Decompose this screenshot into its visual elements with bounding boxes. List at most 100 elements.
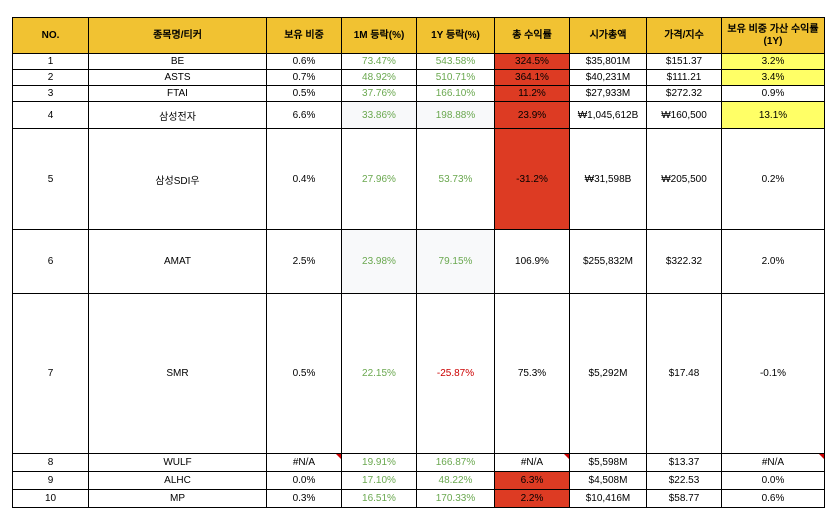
cell-weight[interactable]: 2.5% (266, 229, 342, 294)
cell-price[interactable]: $22.53 (646, 471, 722, 490)
cell-name[interactable]: ASTS (88, 69, 267, 86)
cell-weight[interactable]: 0.0% (266, 471, 342, 490)
cell-total-return[interactable]: -31.2% (494, 128, 570, 230)
cell-name[interactable]: BE (88, 53, 267, 70)
cell-name[interactable]: 삼성SDI우 (88, 128, 267, 230)
cell-1y-change[interactable]: 79.15% (416, 229, 495, 294)
cell-market-cap[interactable]: $27,933M (569, 85, 647, 102)
cell-weight[interactable]: 0.5% (266, 293, 342, 454)
cell-1y-change[interactable]: 198.88% (416, 101, 495, 129)
cell-name[interactable]: FTAI (88, 85, 267, 102)
header-1m-change[interactable]: 1M 등락(%) (341, 17, 417, 54)
cell-weighted-return[interactable]: 2.0% (721, 229, 825, 294)
header-price[interactable]: 가격/지수 (646, 17, 722, 54)
header-total-return[interactable]: 총 수익률 (494, 17, 570, 54)
header-market-cap[interactable]: 시가총액 (569, 17, 647, 54)
cell-1y-change[interactable]: 53.73% (416, 128, 495, 230)
cell-price[interactable]: $272.32 (646, 85, 722, 102)
cell-1y-change[interactable]: 510.71% (416, 69, 495, 86)
cell-no[interactable]: 8 (12, 453, 89, 472)
cell-no[interactable]: 10 (12, 489, 89, 508)
cell-total-return[interactable]: 2.2% (494, 489, 570, 508)
cell-weight[interactable]: 0.4% (266, 128, 342, 230)
cell-price[interactable]: $13.37 (646, 453, 722, 472)
cell-price[interactable]: $17.48 (646, 293, 722, 454)
cell-name[interactable]: ALHC (88, 471, 267, 490)
cell-price[interactable]: $111.21 (646, 69, 722, 86)
cell-market-cap[interactable]: $5,292M (569, 293, 647, 454)
cell-weight[interactable]: 0.7% (266, 69, 342, 86)
cell-price[interactable]: ₩205,500 (646, 128, 722, 230)
header-no[interactable]: NO. (12, 17, 89, 54)
cell-total-return[interactable]: 11.2% (494, 85, 570, 102)
cell-1m-change[interactable]: 48.92% (341, 69, 417, 86)
cell-weighted-return[interactable]: 0.0% (721, 471, 825, 490)
cell-market-cap[interactable]: $35,801M (569, 53, 647, 70)
cell-1y-change[interactable]: 166.10% (416, 85, 495, 102)
cell-weight[interactable]: 0.5% (266, 85, 342, 102)
cell-weighted-return[interactable]: 0.9% (721, 85, 825, 102)
cell-1m-change[interactable]: 73.47% (341, 53, 417, 70)
cell-weighted-return[interactable]: 0.2% (721, 128, 825, 230)
cell-total-return[interactable]: 364.1% (494, 69, 570, 86)
header-weighted-return[interactable]: 보유 비중 가산 수익률 (1Y) (721, 17, 825, 54)
cell-1m-change[interactable]: 23.98% (341, 229, 417, 294)
cell-no[interactable]: 4 (12, 101, 89, 129)
cell-weighted-return[interactable]: 3.4% (721, 69, 825, 86)
cell-weighted-return[interactable]: 3.2% (721, 53, 825, 70)
cell-1y-change[interactable]: -25.87% (416, 293, 495, 454)
cell-1y-change[interactable]: 170.33% (416, 489, 495, 508)
cell-name[interactable]: SMR (88, 293, 267, 454)
cell-weighted-return[interactable]: -0.1% (721, 293, 825, 454)
cell-no[interactable]: 9 (12, 471, 89, 490)
cell-weighted-return[interactable]: 0.6% (721, 489, 825, 508)
cell-total-return[interactable]: #N/A (494, 453, 570, 472)
cell-1m-change[interactable]: 16.51% (341, 489, 417, 508)
cell-name[interactable]: MP (88, 489, 267, 508)
cell-market-cap[interactable]: ₩31,598B (569, 128, 647, 230)
cell-total-return[interactable]: 75.3% (494, 293, 570, 454)
cell-weight[interactable]: 0.3% (266, 489, 342, 508)
cell-1m-change[interactable]: 33.86% (341, 101, 417, 129)
cell-no[interactable]: 5 (12, 128, 89, 230)
cell-market-cap[interactable]: $10,416M (569, 489, 647, 508)
cell-no[interactable]: 1 (12, 53, 89, 70)
cell-1y-change[interactable]: 543.58% (416, 53, 495, 70)
cell-weight[interactable]: 6.6% (266, 101, 342, 129)
cell-weight[interactable]: #N/A (266, 453, 342, 472)
cell-name[interactable]: 삼성전자 (88, 101, 267, 129)
cell-total-return[interactable]: 324.5% (494, 53, 570, 70)
header-1y-change[interactable]: 1Y 등락(%) (416, 17, 495, 54)
cell-1m-change[interactable]: 19.91% (341, 453, 417, 472)
cell-name[interactable]: WULF (88, 453, 267, 472)
cell-1m-change[interactable]: 22.15% (341, 293, 417, 454)
cell-no[interactable]: 6 (12, 229, 89, 294)
cell-1m-change[interactable]: 17.10% (341, 471, 417, 490)
cell-no[interactable]: 2 (12, 69, 89, 86)
cell-market-cap[interactable]: $5,598M (569, 453, 647, 472)
table-row: 10 MP 0.3% 16.51% 170.33% 2.2% $10,416M … (12, 489, 825, 508)
cell-total-return[interactable]: 6.3% (494, 471, 570, 490)
cell-market-cap[interactable]: $40,231M (569, 69, 647, 86)
cell-weighted-return[interactable]: #N/A (721, 453, 825, 472)
cell-1m-change[interactable]: 37.76% (341, 85, 417, 102)
cell-market-cap[interactable]: $4,508M (569, 471, 647, 490)
cell-price[interactable]: ₩160,500 (646, 101, 722, 129)
cell-1y-change[interactable]: 166.87% (416, 453, 495, 472)
cell-price[interactable]: $151.37 (646, 53, 722, 70)
cell-weighted-return[interactable]: 13.1% (721, 101, 825, 129)
header-weight[interactable]: 보유 비중 (266, 17, 342, 54)
cell-market-cap[interactable]: $255,832M (569, 229, 647, 294)
cell-market-cap[interactable]: ₩1,045,612B (569, 101, 647, 129)
header-name[interactable]: 종목명/티커 (88, 17, 267, 54)
cell-total-return[interactable]: 23.9% (494, 101, 570, 129)
cell-price[interactable]: $58.77 (646, 489, 722, 508)
cell-total-return[interactable]: 106.9% (494, 229, 570, 294)
cell-name[interactable]: AMAT (88, 229, 267, 294)
cell-1y-change[interactable]: 48.22% (416, 471, 495, 490)
cell-weight[interactable]: 0.6% (266, 53, 342, 70)
cell-1m-change[interactable]: 27.96% (341, 128, 417, 230)
cell-price[interactable]: $322.32 (646, 229, 722, 294)
cell-no[interactable]: 3 (12, 85, 89, 102)
cell-no[interactable]: 7 (12, 293, 89, 454)
